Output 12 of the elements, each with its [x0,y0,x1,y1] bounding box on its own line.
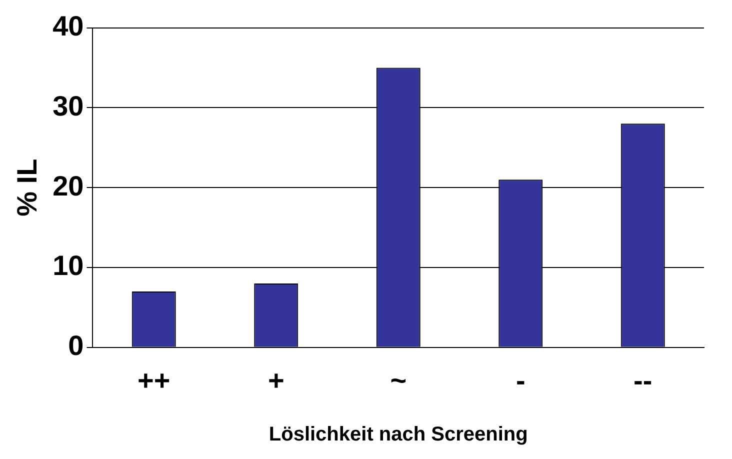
x-tick-label: -- [634,364,652,396]
x-tick-label: ~ [390,364,407,396]
y-tick-label: 30 [52,90,84,122]
y-tick-label: 40 [52,10,84,42]
y-tick-label: 0 [68,330,84,362]
x-tick-label: - [516,364,526,396]
y-tick-label: 10 [52,250,84,282]
y-tick-label: 20 [52,170,84,202]
x-tick-label: ++ [138,364,170,396]
y-axis-title: % IL [12,158,43,216]
x-axis-title: Löslichkeit nach Screening [268,424,528,446]
x-tick-label: + [268,364,284,396]
